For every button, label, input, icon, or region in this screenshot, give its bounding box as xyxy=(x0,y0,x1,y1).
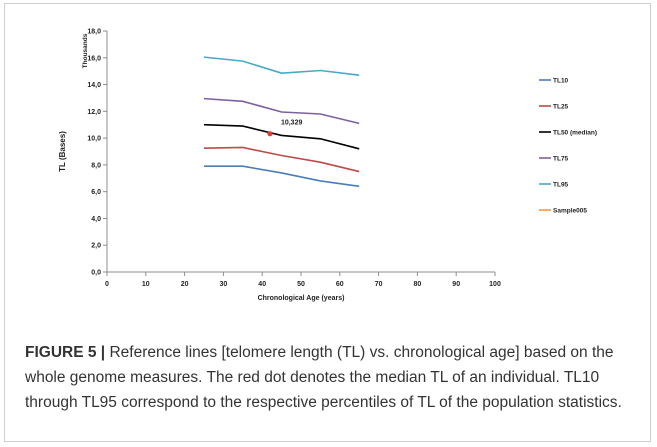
y-tick-label: 0,0 xyxy=(91,270,101,277)
x-tick-label: 60 xyxy=(336,281,344,288)
x-tick-label: 100 xyxy=(489,281,501,288)
y-units-label: Thousands xyxy=(82,33,89,68)
y-tick-label: 16,0 xyxy=(87,55,101,62)
series-line-tl50-median xyxy=(203,123,360,150)
legend-label: TL10 xyxy=(553,78,569,85)
x-tick-label: 30 xyxy=(220,281,228,288)
series-line-tl75 xyxy=(203,97,360,125)
series-line-tl25 xyxy=(203,146,360,173)
y-tick-label: 6,0 xyxy=(91,189,101,196)
line-chart: 0,0 2,0 4,0 6,0 8,0 10,0 12,0 14,0 16,0 18,0 0 10 20… xyxy=(58,29,597,303)
legend-label: TL95 xyxy=(553,182,569,189)
x-tick-label: 40 xyxy=(258,281,266,288)
y-tick-label: 18,0 xyxy=(87,29,101,36)
y-tick-label: 10,0 xyxy=(87,136,101,143)
y-tick-label: 14,0 xyxy=(87,82,101,89)
x-tick-label: 50 xyxy=(297,281,305,288)
figure-frame: 0,0 2,0 4,0 6,0 8,0 10,0 12,0 14,0 16,0 18,0 0 10 20… xyxy=(4,3,651,442)
legend-label: TL25 xyxy=(553,104,569,111)
legend-label: TL75 xyxy=(553,156,569,163)
x-axis-label: Chronological Age (years) xyxy=(258,295,345,302)
y-tick-label: 4,0 xyxy=(91,216,101,223)
y-tick-label: 2,0 xyxy=(91,243,101,250)
x-tick-label: 0 xyxy=(105,281,109,288)
legend-label: Sample005 xyxy=(553,208,587,215)
y-tick-label: 12,0 xyxy=(87,109,101,116)
sample-point-label: 10,329 xyxy=(281,120,303,127)
caption-text: Reference lines [telomere length (TL) vs… xyxy=(25,344,622,411)
x-tick-label: 80 xyxy=(414,281,422,288)
figure-label: FIGURE 5 | xyxy=(25,344,106,361)
x-tick-label: 70 xyxy=(375,281,383,288)
x-tick-label: 10 xyxy=(142,281,150,288)
figure-caption: FIGURE 5 | Reference lines [telomere len… xyxy=(25,340,645,415)
y-axis-label: TL (Bases) xyxy=(58,131,67,172)
x-tick-label: 20 xyxy=(181,281,189,288)
y-tick-label: 8,0 xyxy=(91,162,101,169)
series-line-tl10 xyxy=(204,165,360,188)
x-tick-label: 90 xyxy=(452,281,460,288)
legend-label: TL50 (median) xyxy=(553,130,597,137)
series-line-tl95 xyxy=(203,56,360,76)
sample-point xyxy=(267,131,273,137)
